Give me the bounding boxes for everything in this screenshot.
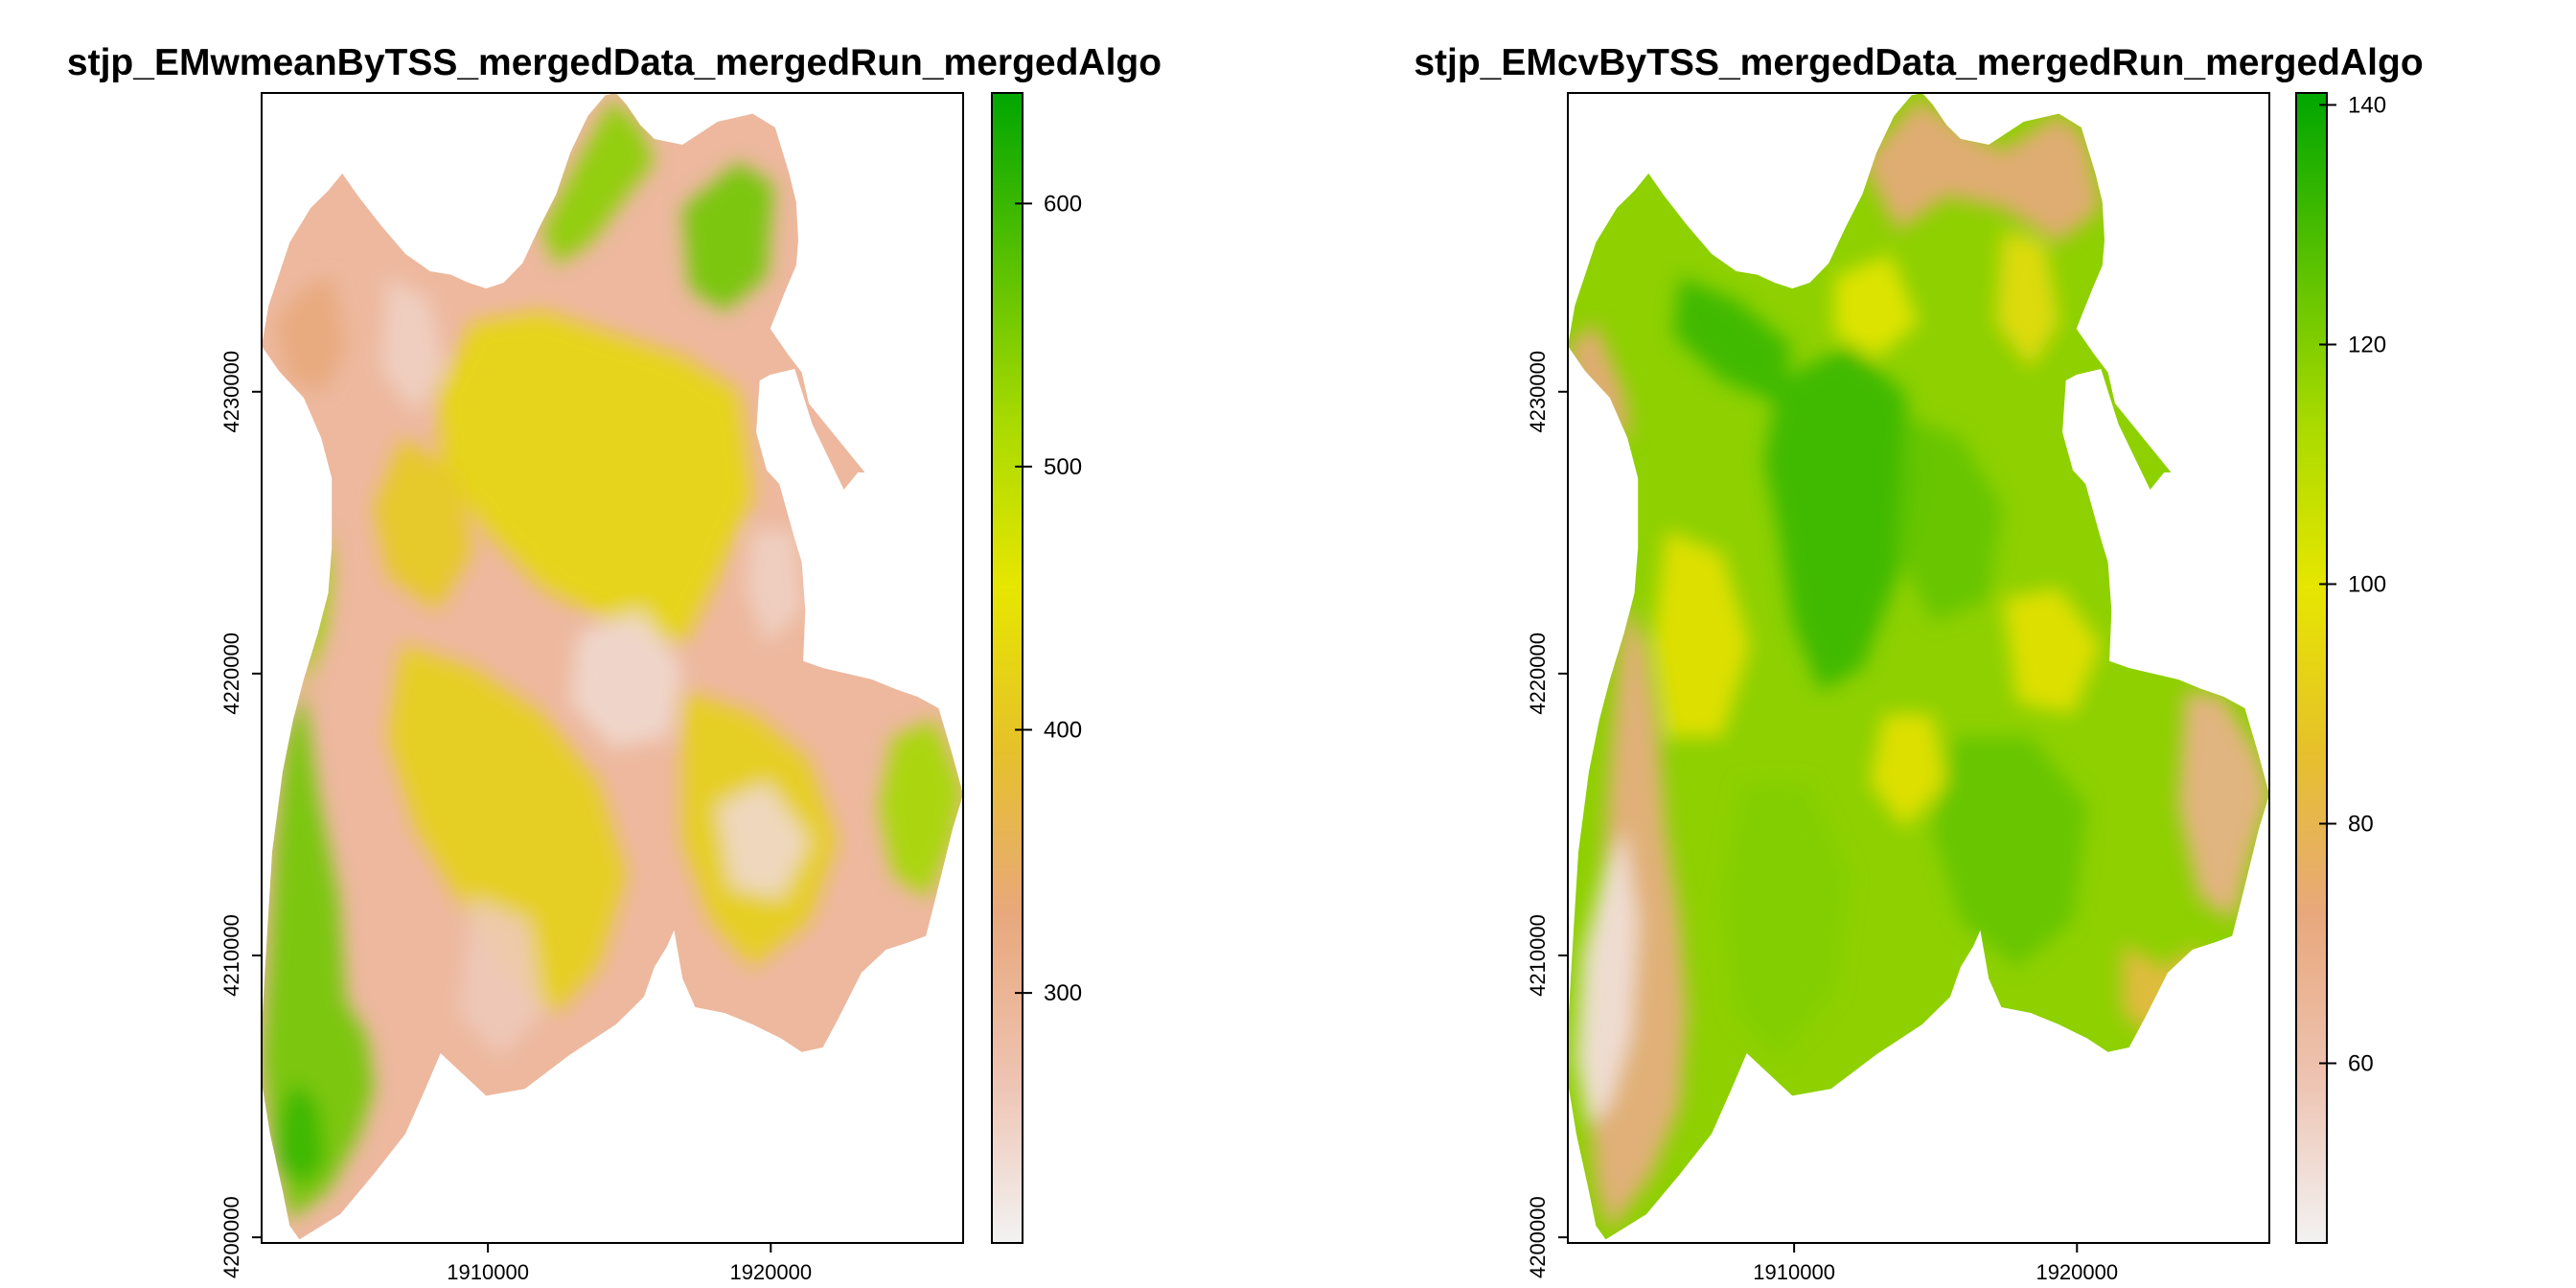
axes: 1910000 1920000 4200000 4210000 4220000 42300… (219, 351, 812, 1284)
colorbar-tick-label: 80 (2348, 812, 2374, 838)
colorbar-tick-label: 100 (2348, 572, 2386, 598)
raster-map (262, 93, 963, 1240)
raster-region (380, 277, 445, 415)
colorbar-gradient (992, 93, 1023, 1243)
y-tick-label: 4230000 (1526, 351, 1550, 433)
colorbar-frame (2295, 92, 2328, 1244)
colorbar-gradient (2296, 93, 2327, 1243)
colorbar-tick-label: 120 (2348, 333, 2386, 358)
y-tick-label: 4230000 (219, 351, 243, 433)
x-tick-label: 1910000 (447, 1260, 529, 1284)
raster-region (1764, 346, 1919, 691)
colorbar-frame (991, 92, 1024, 1244)
y-tick-label: 4210000 (219, 914, 243, 997)
raster-region (2177, 691, 2269, 921)
raster-region (1575, 829, 1639, 1128)
chart-title: stjp_EMcvByTSS_mergedData_mergedRun_merg… (1414, 42, 2423, 83)
colorbar: 300 400 500 600 (991, 92, 1082, 1244)
y-tick-label: 4210000 (1526, 914, 1550, 997)
plot-frame (1567, 92, 2270, 1244)
raster-region (1932, 737, 2087, 967)
raster-region (374, 438, 472, 610)
raster-region (1862, 99, 2102, 242)
panel-cv: stjp_EMcvByTSS_mergedData_mergedRun_merg… (1414, 42, 2423, 1284)
x-tick-label: 1910000 (1753, 1260, 1835, 1284)
raster-region (275, 1082, 325, 1185)
raster-region (1568, 323, 1631, 438)
raster-region (1834, 254, 1919, 357)
raster-region (541, 99, 655, 265)
raster-region (1995, 231, 2059, 369)
raster-map (1568, 93, 2269, 1240)
raster-region (1672, 277, 1793, 403)
x-tick-label: 1920000 (729, 1260, 812, 1284)
raster-region (437, 311, 753, 645)
raster-region (1898, 415, 2003, 622)
plot-frame (261, 92, 964, 1244)
colorbar-tick-label: 500 (1044, 454, 1082, 480)
colorbar-tick-label: 400 (1044, 718, 1082, 744)
raster-region (387, 645, 627, 1013)
colorbar-tick-label: 600 (1044, 191, 1082, 217)
raster-region (1651, 530, 1751, 737)
x-tick-label: 1920000 (2036, 1260, 2118, 1284)
panel-wmean: stjp_EMwmeanByTSS_mergedData_mergedRun_m… (67, 42, 1162, 1284)
raster-region (879, 720, 963, 898)
raster-region (1869, 714, 1947, 829)
y-tick-label: 4200000 (1526, 1196, 1550, 1278)
y-tick-label: 4200000 (219, 1196, 243, 1278)
raster-region (746, 530, 802, 645)
raster-region (262, 691, 375, 1220)
raster-region (570, 610, 683, 748)
y-tick-label: 4220000 (1526, 632, 1550, 715)
raster-region (717, 783, 809, 898)
raster-region (682, 162, 774, 311)
y-tick-label: 4220000 (219, 632, 243, 715)
colorbar-tick-label: 140 (2348, 93, 2386, 119)
chart-title: stjp_EMwmeanByTSS_mergedData_mergedRun_m… (67, 42, 1162, 83)
raster-region (458, 898, 542, 1059)
raster-region (275, 277, 346, 392)
colorbar: 60 80 100 120 140 (2295, 92, 2386, 1244)
axes: 1910000 1920000 4200000 4210000 4220000 42300… (1526, 351, 2118, 1284)
colorbar-tick-label: 60 (2348, 1051, 2374, 1077)
raster-region (1722, 783, 1849, 1059)
colorbar-tick-label: 300 (1044, 980, 1082, 1006)
raster-region (2002, 587, 2102, 714)
